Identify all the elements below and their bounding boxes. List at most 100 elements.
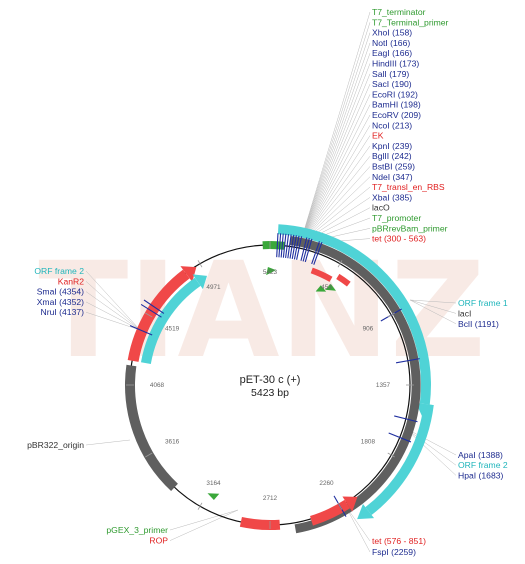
feature-label: lacO: [372, 203, 390, 213]
feature-label: T7_terminator: [372, 7, 426, 17]
feature-label: BclI (1191): [458, 319, 499, 329]
label-leader-line: [299, 104, 371, 245]
label-leader-line: [299, 135, 371, 245]
tick-label: 3164: [206, 480, 221, 487]
feature-label: EcoRI (192): [372, 89, 418, 99]
label-leader-line: [299, 145, 371, 245]
t7-marker: [266, 267, 277, 276]
feature-label: T7_promoter: [372, 213, 421, 223]
feature-label: ApaI (1388): [458, 450, 503, 460]
label-leader-line: [85, 311, 141, 331]
tick-label: 1357: [376, 382, 391, 389]
feature-label: HindIII (173): [372, 59, 419, 69]
site-mark: [285, 234, 290, 259]
feature-label: T7_Terminal_primer: [372, 17, 449, 27]
plasmid-name: pET-30 c (+): [240, 374, 301, 386]
tick-mark: [387, 312, 395, 318]
label-leader-line: [299, 53, 371, 245]
orf-frame-2-right-arc-head: [357, 503, 375, 520]
label-leader-line: [299, 42, 371, 245]
tick-mark: [145, 452, 153, 458]
tick-label: 4519: [165, 326, 180, 333]
feature-label: NruI (4137): [41, 307, 85, 317]
orf-frame-2-left-arc: [140, 277, 201, 365]
tick-label: 453: [321, 284, 332, 291]
tick-label: 1808: [361, 439, 376, 446]
tet-300-563-arc: [310, 267, 333, 282]
feature-label: BamHI (198): [372, 100, 421, 110]
feature-label: ORF frame 2: [458, 460, 508, 470]
tick-mark: [337, 502, 343, 510]
site-mark: [296, 236, 303, 260]
label-leader-line: [299, 11, 371, 245]
feature-label: NotI (166): [372, 38, 410, 48]
label-leader-line: [85, 439, 131, 446]
plasmid-length: 5423 bp: [251, 387, 289, 399]
feature-label: XhoI (158): [372, 28, 412, 38]
label-leader-line: [299, 83, 371, 245]
tick-label: 4971: [206, 284, 221, 291]
tick-label: 5423: [263, 269, 278, 276]
kanr2-arc-head: [180, 266, 197, 282]
label-leader-line: [85, 301, 141, 331]
label-leader-line: [85, 270, 141, 331]
feature-label: pBRrevBam_primer: [372, 223, 448, 233]
site-mark: [302, 238, 310, 262]
label-leader-line: [404, 427, 457, 466]
feature-label: XbaI (385): [372, 192, 412, 202]
label-leader-line: [409, 299, 457, 314]
feature-label: KpnI (239): [372, 141, 412, 151]
feature-label: EagI (166): [372, 48, 412, 58]
position-ticks: 453 906 1357 1808 2260 2712 3164 3616 4068 4519 49…: [126, 241, 414, 529]
site-mark: [311, 241, 321, 265]
tet-inner-arc: [336, 273, 351, 287]
site-mark: [304, 238, 313, 263]
tick-mark: [387, 452, 395, 458]
feature-label: pBR322_origin: [27, 440, 84, 450]
tet-576-851-arc: [309, 499, 351, 526]
site-mark: [140, 303, 162, 318]
feature-label: SalI (179): [372, 69, 409, 79]
site-mark: [280, 233, 284, 258]
tick-mark: [197, 502, 203, 510]
primer-marker: [315, 285, 327, 292]
orf-frame-1-arc: [277, 224, 431, 405]
feature-label: KanR2: [58, 276, 84, 286]
site-mark: [289, 234, 295, 259]
label-leader-line: [409, 299, 457, 325]
site-mark: [394, 415, 418, 423]
feature-label: SacI (190): [372, 79, 412, 89]
label-leader-line: [169, 509, 239, 531]
orf-frame-2-left-arc-head: [192, 274, 207, 290]
tick-mark: [337, 260, 343, 268]
feature-label: NdeI (347): [372, 172, 413, 182]
kanr2-arc: [127, 269, 190, 362]
orf-frame-2-right-arc: [365, 403, 434, 516]
label-leader-line: [299, 73, 371, 245]
t7-terminator-arc: [262, 241, 286, 250]
tick-label: 906: [363, 326, 374, 333]
site-mark: [276, 233, 279, 258]
label-leader-line: [299, 22, 371, 245]
feature-arcs: [125, 224, 434, 534]
tick-label: 2260: [319, 480, 334, 487]
tick-label: 3616: [165, 439, 180, 446]
site-mark: [293, 235, 300, 260]
site-mark: [287, 234, 292, 259]
feature-label: ORF frame 1: [458, 298, 508, 308]
site-mark: [291, 235, 297, 260]
label-leader-line: [409, 299, 457, 304]
feature-label: HpaI (1683): [458, 470, 504, 480]
site-mark: [300, 237, 308, 261]
feature-label: BstBI (259): [372, 162, 415, 172]
feature-label: FspI (2259): [372, 547, 416, 557]
feature-label: ROP: [149, 536, 168, 546]
label-leader-line: [169, 509, 239, 541]
site-mark: [282, 233, 287, 258]
site-mark: [278, 233, 282, 258]
feature-label: EK: [372, 131, 384, 141]
feature-label: XmaI (4352): [37, 297, 84, 307]
pgex-primer-marker: [207, 493, 220, 501]
